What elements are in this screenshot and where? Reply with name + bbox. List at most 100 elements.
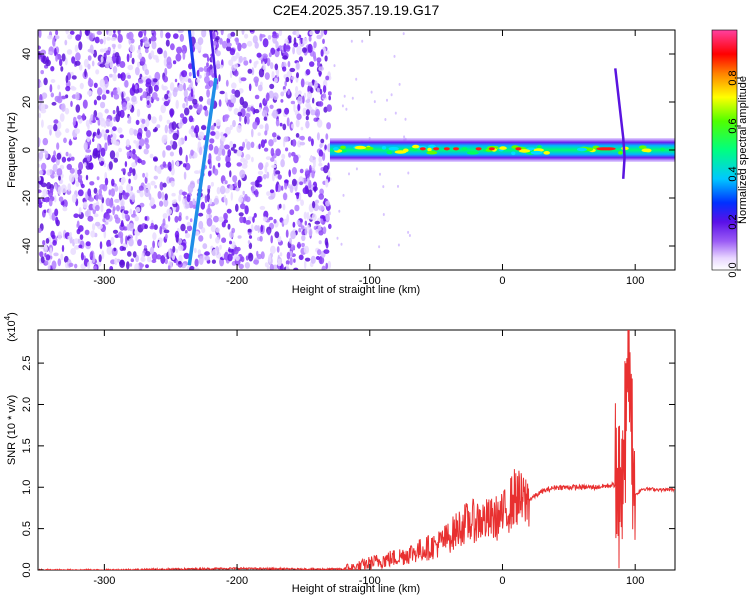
spectrogram-noise-blob [84, 68, 87, 78]
spectrogram-noise-blob [53, 47, 57, 57]
spectrogram-noise-blob [110, 129, 114, 135]
spectrogram-noise-blob [65, 85, 71, 92]
spectrogram-noise-blob [171, 159, 175, 169]
spectrogram-noise-blob [161, 134, 168, 144]
spectrogram-noise-blob [51, 260, 57, 270]
spectrogram-carrier-blob [333, 147, 339, 151]
spectrogram-noise-blob [183, 82, 186, 91]
spectrogram-noise-blob [188, 84, 191, 92]
spectrogram-noise-blob [134, 229, 139, 236]
spectrogram-noise-blob [296, 219, 301, 226]
spectrogram-noise-blob [145, 264, 149, 269]
spectrogram-noise-blob [198, 255, 204, 265]
spectrogram-noise-blob [45, 59, 51, 67]
spectrogram-noise-blob [162, 213, 168, 219]
spectrogram-noise-blob [144, 216, 148, 221]
spectrogram-noise-blob [44, 150, 49, 159]
spectrogram-noise-blob [87, 78, 94, 87]
spectrogram-noise-blob [297, 241, 301, 249]
spectrogram-noise-blob [57, 258, 62, 267]
spectrogram-noise-blob [116, 55, 119, 65]
spectrogram-noise-blob [165, 32, 171, 39]
spectrogram-noise-blob [378, 245, 381, 249]
spectrogram-noise-blob [156, 124, 161, 129]
spectrogram-noise-blob [308, 228, 313, 237]
spectrogram-noise-blob [261, 53, 268, 59]
spectrogram-noise-blob [119, 109, 125, 119]
spectrogram-noise-blob [118, 191, 123, 201]
spectrogram-carrier-blob [466, 151, 479, 155]
spectrogram-noise-blob [170, 43, 175, 51]
spectrogram-noise-blob [153, 224, 158, 231]
spectrogram-noise-blob [272, 138, 277, 143]
spectrogram-noise-blob [268, 254, 272, 263]
spectrogram-noise-blob [143, 245, 147, 249]
spectrogram-noise-blob [318, 193, 325, 200]
spectrogram-noise-blob [181, 44, 188, 54]
spectrogram-noise-blob [144, 224, 149, 230]
spectrogram-noise-blob [44, 252, 47, 258]
spectrogram-noise-blob [295, 30, 300, 38]
spectrogram-noise-blob [323, 165, 329, 174]
spectrogram-noise-blob [296, 113, 302, 120]
spectrogram-noise-blob [127, 64, 134, 71]
spectrogram-noise-blob [157, 47, 163, 55]
spectrogram-noise-blob [159, 200, 164, 207]
spectrogram-noise-blob [235, 255, 240, 261]
spectrogram-noise-blob [50, 79, 56, 83]
spectrogram-noise-blob [184, 200, 188, 205]
spectrogram-noise-blob [327, 260, 332, 270]
spectrogram-noise-blob [390, 93, 393, 97]
spectrogram-noise-blob [111, 178, 115, 186]
spectrogram-noise-blob [193, 247, 197, 254]
spectrogram-noise-blob [294, 91, 299, 98]
spectrogram-noise-blob [126, 183, 132, 193]
spectrogram-noise-blob [117, 127, 123, 134]
spectrogram-noise-blob [194, 170, 200, 175]
spectrogram-noise-blob [50, 66, 55, 72]
spectrogram-noise-blob [87, 188, 92, 197]
spectrogram-noise-blob [78, 41, 83, 51]
spectrogram-noise-blob [215, 50, 221, 57]
y-tick-label: -40 [21, 238, 33, 254]
spectrogram-noise-blob [211, 32, 216, 40]
spectrogram-noise-blob [40, 70, 44, 75]
spectrogram-noise-blob [291, 178, 297, 187]
spectrogram-noise-blob [102, 86, 108, 95]
spectrogram-noise-blob [76, 220, 80, 228]
spectrogram-noise-blob [209, 138, 215, 144]
spectrogram-noise-blob [243, 60, 249, 66]
spectrogram-noise-blob [167, 215, 171, 222]
spectrogram-noise-blob [129, 44, 136, 53]
spectrogram-noise-blob [111, 43, 116, 48]
spectrogram-noise-blob [251, 128, 254, 138]
spectrogram-noise-blob [333, 64, 336, 68]
spectrogram-noise-blob [259, 124, 264, 129]
spectrogram-noise-blob [182, 116, 188, 125]
spectrogram-carrier-blob [427, 144, 436, 149]
spectrogram-noise-blob [223, 212, 228, 220]
spectrogram-noise-blob [322, 85, 327, 94]
spectrogram-noise-blob [213, 145, 219, 155]
spectrogram-noise-blob [104, 177, 109, 186]
spectrogram-noise-blob [109, 150, 116, 160]
spectrogram-noise-blob [105, 50, 111, 56]
spectrogram-noise-blob [55, 129, 61, 139]
spectrogram-noise-blob [268, 216, 274, 221]
spectrogram-noise-blob [38, 137, 41, 147]
spectrogram-noise-blob [69, 138, 72, 146]
spectrogram-noise-blob [57, 84, 61, 90]
spectrogram-noise-blob [294, 204, 300, 212]
spectrogram-noise-blob [312, 97, 315, 104]
spectrogram-noise-blob [177, 30, 184, 34]
spectrogram-noise-blob [152, 232, 157, 241]
spectrogram-noise-blob [174, 230, 180, 239]
spectrogram-noise-blob [285, 44, 291, 52]
spectrogram-noise-blob [184, 230, 188, 234]
spectrogram-noise-blob [189, 180, 195, 189]
spectrogram-noise-blob [268, 139, 274, 147]
spectrogram-noise-blob [318, 205, 325, 211]
spectrogram-noise-blob [51, 101, 57, 106]
spectrogram-noise-blob [234, 89, 241, 98]
